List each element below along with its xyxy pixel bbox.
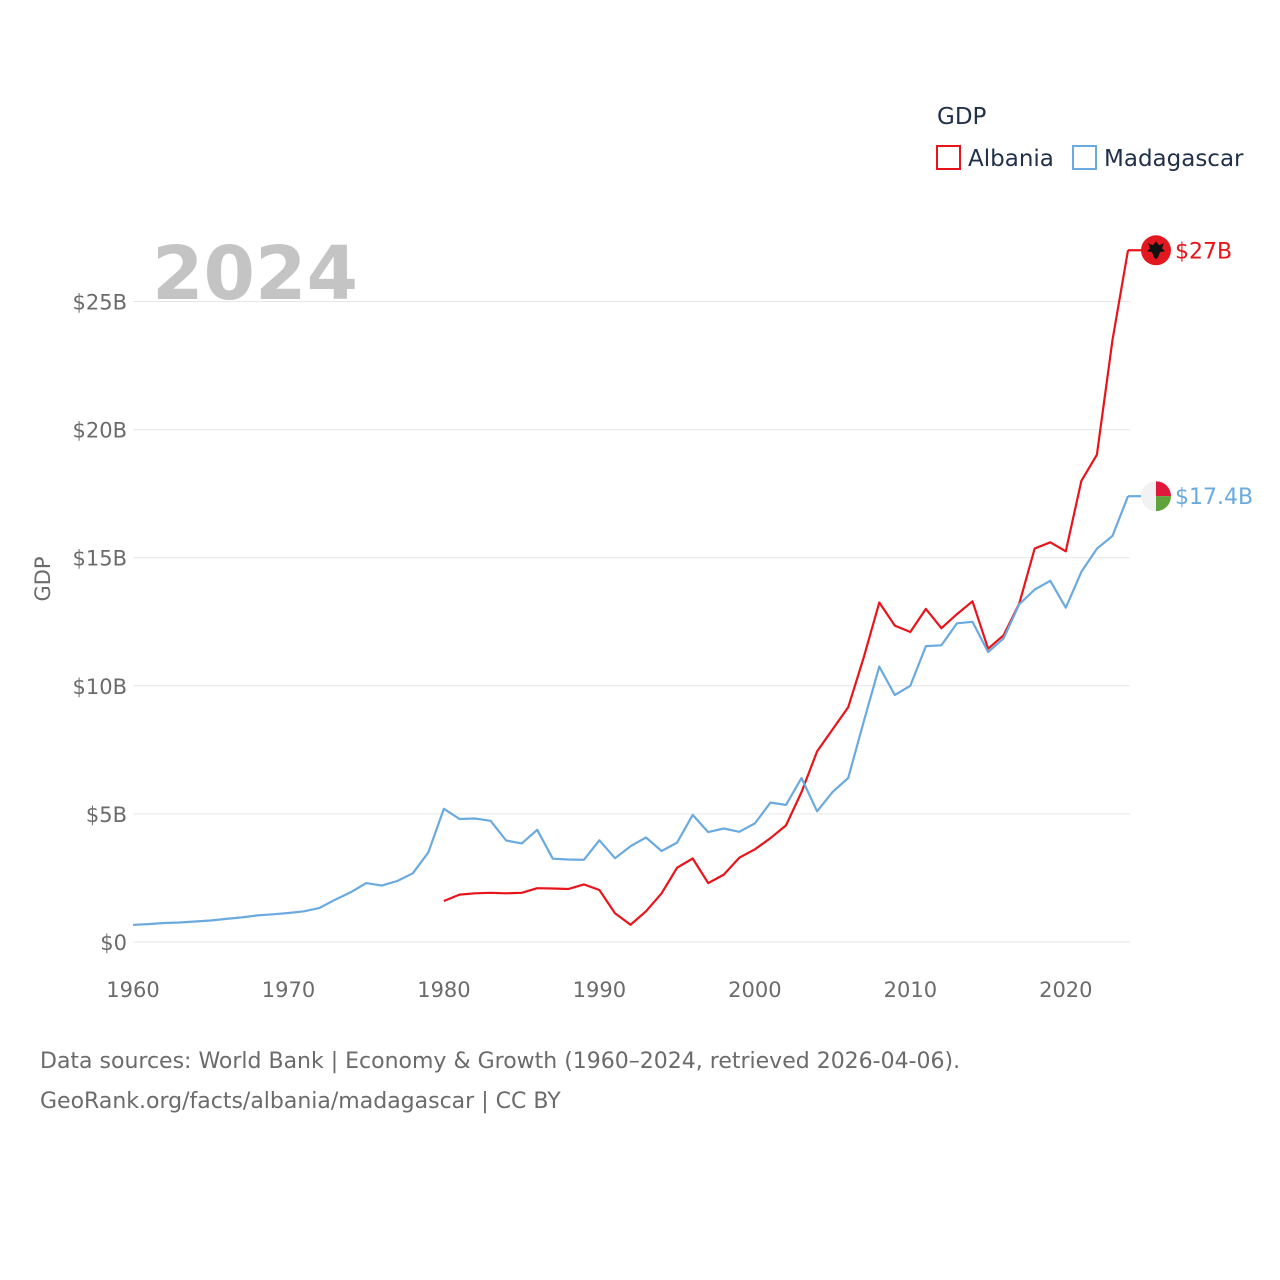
y-tick-label: $25B [73, 291, 128, 315]
y-axis-label: GDP [31, 556, 55, 601]
x-tick-label: 1960 [106, 978, 159, 1002]
y-tick-label: $5B [86, 803, 127, 827]
madagascar-end-value: $17.4B [1175, 485, 1253, 510]
y-tick-label: $20B [73, 419, 128, 443]
source-line-1: Data sources: World Bank | Economy & Gro… [40, 1049, 961, 1074]
x-tick-label: 1990 [573, 978, 626, 1002]
albania-end-value: $27B [1175, 239, 1232, 264]
legend-swatch-albania[interactable] [936, 145, 961, 170]
year-watermark: 2024 [152, 231, 358, 317]
source-note: Data sources: World Bank | Economy & Gro… [40, 1042, 1240, 1122]
legend[interactable]: GDP Albania Madagascar [936, 104, 1244, 172]
y-gridlines [133, 301, 1130, 943]
y-tick-label: $10B [73, 675, 128, 699]
y-tick-label: $15B [73, 547, 128, 571]
x-tick-label: 1970 [262, 978, 315, 1002]
legend-title: GDP [937, 104, 987, 130]
source-line-2: GeoRank.org/facts/albania/madagascar | C… [40, 1089, 561, 1114]
legend-swatch-madagascar[interactable] [1072, 145, 1097, 170]
x-tick-label: 2010 [884, 978, 937, 1002]
legend-label-madagascar[interactable]: Madagascar [1104, 146, 1244, 172]
x-tick-label: 1980 [417, 978, 470, 1002]
x-tick-label: 2000 [728, 978, 781, 1002]
series-lines [132, 249, 1142, 926]
gdp-line-chart: $0 $5B $10B $15B $20B $25B 1960 1970 1980 1990 20… [31, 104, 1253, 1002]
x-tick-label: 2020 [1039, 978, 1092, 1002]
madagascar-flag-icon [1141, 481, 1171, 512]
series-line-albania [443, 250, 1130, 926]
albania-flag-icon [1141, 235, 1171, 266]
series-line-madagascar [132, 495, 1130, 926]
y-tick-label: $0 [100, 931, 127, 955]
legend-label-albania[interactable]: Albania [968, 146, 1054, 172]
x-axis-ticks: 1960 1970 1980 1990 2000 2010 2020 [106, 978, 1092, 1002]
y-axis-ticks: $0 $5B $10B $15B $20B $25B [73, 291, 128, 956]
